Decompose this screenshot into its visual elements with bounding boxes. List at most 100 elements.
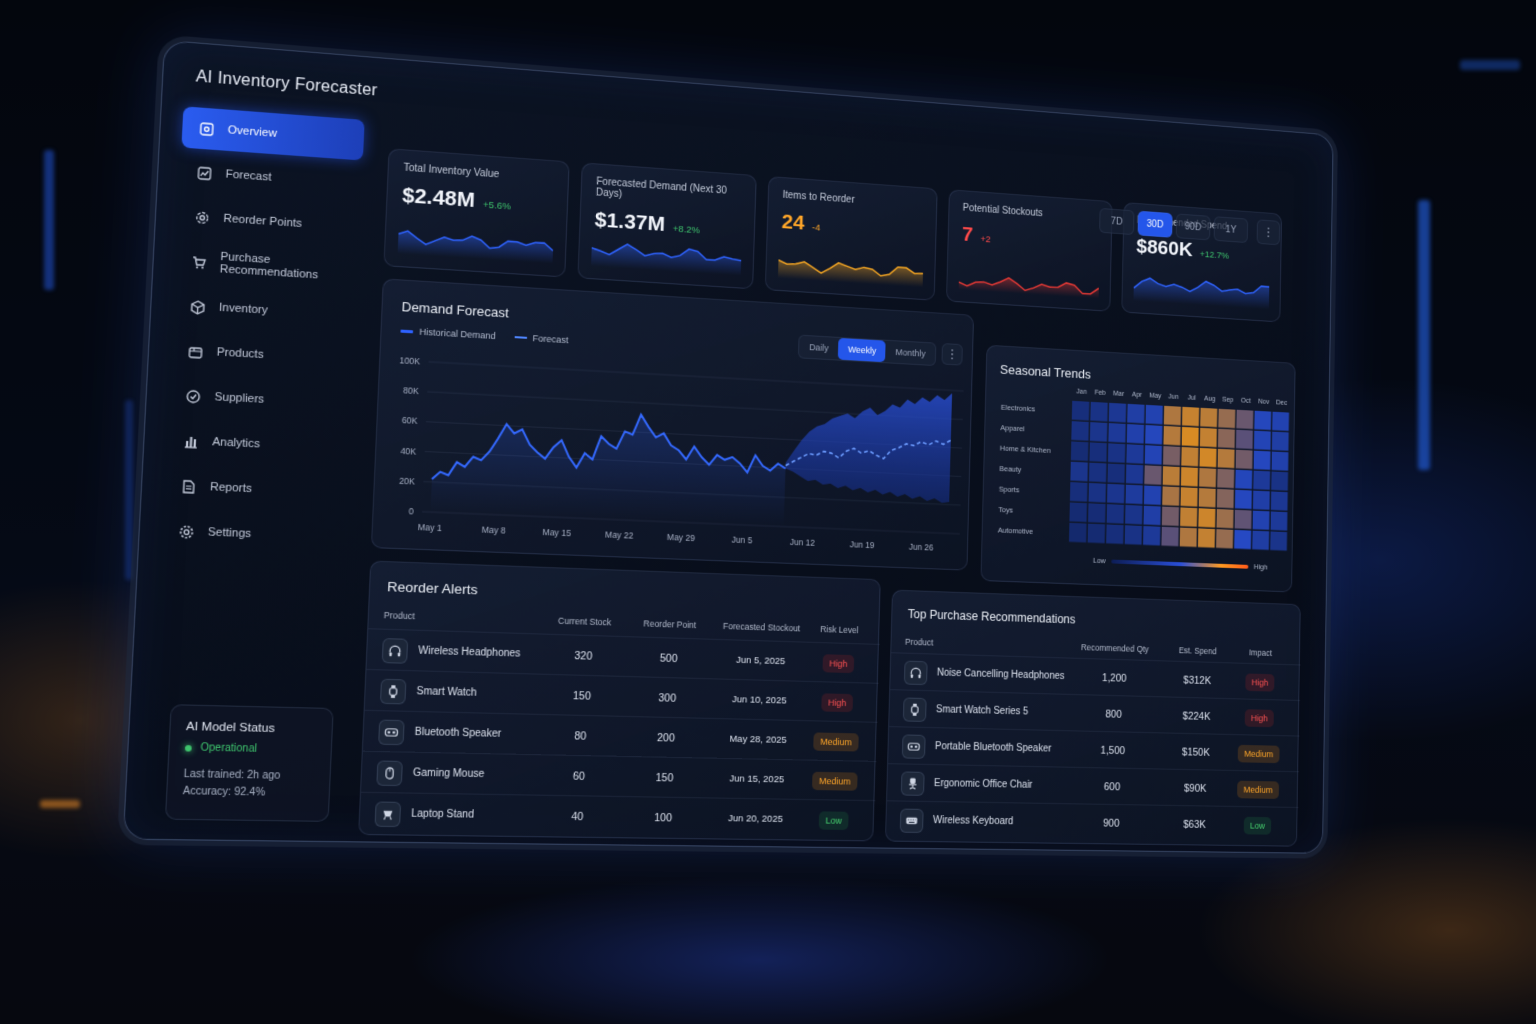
column-header: Impact	[1238, 647, 1283, 658]
heatmap-cell	[1145, 445, 1162, 465]
heatmap-cell	[1088, 483, 1106, 503]
heatmap-cell	[1162, 507, 1179, 526]
month-label: May	[1149, 393, 1162, 400]
x-tick-label: May 1	[417, 522, 442, 533]
qty-cell: 800	[1076, 695, 1151, 733]
table-row[interactable]: Laptop Stand 40 100 Jun 20, 2025 Low	[359, 792, 875, 840]
kpi-label: Potential Stockouts	[963, 203, 1099, 223]
month-label: Jan	[1076, 388, 1087, 395]
sidebar-item-products[interactable]: Products	[170, 329, 355, 380]
heatmap-cell	[1089, 442, 1107, 462]
stockout-cell: Jun 5, 2025	[715, 640, 805, 682]
product-cell: Wireless Keyboard	[900, 802, 1014, 841]
heatmap-cell	[1253, 471, 1270, 490]
sidebar-item-purchase-recommendations[interactable]: Purchase Recommendations	[175, 240, 359, 293]
heatmap-cell	[1089, 463, 1107, 483]
heatmap-cell	[1163, 466, 1180, 486]
seasonal-trends-card: Seasonal Trends Jan Feb Mar Apr May Jun Jul Aug…	[980, 345, 1295, 593]
heatmap-cell	[1108, 423, 1125, 443]
range-option-7d[interactable]: 7D	[1099, 208, 1134, 235]
product-name: Wireless Headphones	[418, 645, 521, 659]
heatmap-cell	[1109, 403, 1126, 423]
column-header: Product	[384, 610, 415, 621]
reorder-alerts-title: Reorder Alerts	[387, 579, 478, 598]
range-option-90d[interactable]: 90D	[1176, 213, 1211, 240]
product-name: Laptop Stand	[411, 808, 474, 820]
sidebar-item-reports[interactable]: Reports	[163, 464, 349, 514]
historical-area	[430, 404, 786, 526]
heatmap-cell	[1145, 425, 1162, 445]
column-header: Risk Level	[810, 624, 869, 636]
month-label: Jul	[1188, 395, 1197, 402]
kpi-value-row: 7 +2	[962, 223, 1099, 255]
y-tick-label: 20K	[399, 475, 416, 486]
sidebar-item-settings[interactable]: Settings	[161, 509, 347, 558]
model-status-text: Operational	[200, 742, 257, 755]
kpi-card: Items to Reorder 24 -4	[765, 176, 938, 301]
product-name: Gaming Mouse	[413, 767, 485, 780]
impact-badge: High	[1245, 673, 1275, 691]
month-label: Dec	[1276, 400, 1288, 407]
heatmap-cell	[1272, 432, 1289, 451]
spend-cell: $312K	[1169, 662, 1224, 699]
heatmap-cell	[1235, 470, 1252, 489]
sidebar-item-inventory[interactable]: Inventory	[172, 284, 356, 336]
month-label: Jun	[1168, 394, 1179, 401]
bar-chart-icon	[181, 432, 199, 450]
heatmap-cell	[1125, 505, 1142, 525]
sidebar-item-reorder-points[interactable]: Reorder Points	[177, 195, 361, 248]
heatmap-cell	[1236, 410, 1253, 429]
sidebar-item-label: Forecast	[225, 168, 272, 184]
demand-forecast-card: Demand Forecast Historical Demand Foreca…	[371, 278, 974, 570]
gridline	[429, 362, 964, 391]
kpi-change: +12.7%	[1200, 249, 1229, 261]
range-option-30d[interactable]: 30D	[1138, 211, 1173, 238]
sidebar-nav: Overview Forecast Reorder Points Purchase R…	[161, 106, 365, 558]
overview-icon	[197, 120, 215, 138]
heatmap-cell	[1271, 491, 1288, 510]
x-tick-label: Jun 26	[909, 542, 934, 553]
range-option-1y[interactable]: 1Y	[1214, 216, 1248, 243]
reorder-cell: 500	[633, 637, 705, 679]
heatmap-cell	[1162, 486, 1179, 506]
heatmap-cell	[1144, 485, 1161, 505]
sidebar-item-label: Purchase Recommendations	[219, 251, 358, 284]
product-cell: Laptop Stand	[374, 793, 475, 835]
gear-icon	[177, 523, 195, 541]
y-tick-label: 0	[409, 506, 415, 517]
kpi-value: 24	[781, 210, 804, 235]
badge-cell: High	[808, 643, 868, 684]
spend-cell: $63K	[1167, 806, 1223, 843]
category-label: Apparel	[1000, 424, 1025, 434]
stock-cell: 320	[547, 635, 620, 677]
heatmap-cell	[1126, 464, 1143, 484]
more-options-icon[interactable]: ⋮	[1257, 219, 1281, 245]
headphones-icon	[904, 660, 928, 685]
kpi-card: Total Inventory Value $2.48M +5.6%	[383, 148, 569, 277]
sidebar-item-analytics[interactable]: Analytics	[165, 419, 350, 469]
badge-cell: Medium	[1236, 735, 1282, 772]
heatmap-cell	[1071, 441, 1089, 461]
keyboard-icon	[900, 808, 924, 832]
table-row[interactable]: Wireless Keyboard 900 $63K Low	[886, 800, 1298, 843]
category-label: Automotive	[998, 526, 1033, 536]
risk-badge: Medium	[812, 771, 858, 790]
reorder-alerts-table: Product Current Stock Reorder Point Forecas…	[359, 605, 880, 842]
product-cell: Noise Cancelling Headphones	[904, 654, 1065, 695]
badge-cell: Medium	[805, 761, 865, 801]
sidebar-item-suppliers[interactable]: Suppliers	[168, 374, 353, 425]
kpi-value: $2.48M	[402, 184, 476, 213]
badge-cell: High	[807, 682, 867, 723]
kpi-sparkline	[778, 245, 924, 288]
heatmap-cell	[1199, 448, 1216, 467]
qty-cell: 900	[1073, 804, 1148, 842]
supplier-icon	[184, 387, 202, 405]
heatmap-cell	[1143, 526, 1160, 546]
heatmap-cell	[1236, 430, 1253, 449]
product-name: Smart Watch	[416, 686, 477, 699]
heatmap-cell	[1108, 443, 1125, 463]
product-name: Bluetooth Speaker	[414, 727, 501, 740]
heatmap-cell	[1090, 422, 1108, 442]
sidebar-item-label: Overview	[227, 124, 277, 140]
model-accuracy: Accuracy: 92.4%	[183, 786, 314, 800]
